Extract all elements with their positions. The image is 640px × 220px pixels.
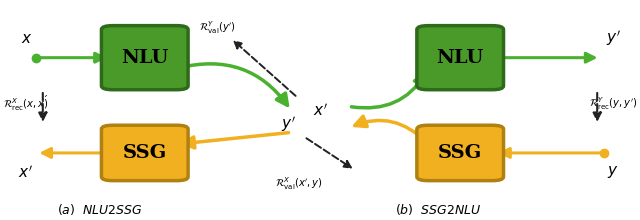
FancyArrowPatch shape bbox=[183, 133, 289, 148]
Text: SSG: SSG bbox=[438, 144, 483, 162]
FancyBboxPatch shape bbox=[101, 125, 188, 181]
Text: $\mathcal{R}^X_{\rm val}(x',y)$: $\mathcal{R}^X_{\rm val}(x',y)$ bbox=[275, 175, 323, 192]
Text: $(b)$  $SSG2NLU$: $(b)$ $SSG2NLU$ bbox=[395, 202, 481, 217]
Text: $x'$: $x'$ bbox=[312, 103, 328, 119]
FancyArrowPatch shape bbox=[39, 53, 104, 62]
FancyArrowPatch shape bbox=[179, 64, 287, 105]
FancyArrowPatch shape bbox=[307, 138, 351, 168]
FancyArrowPatch shape bbox=[498, 53, 594, 62]
FancyArrowPatch shape bbox=[351, 74, 425, 108]
FancyArrowPatch shape bbox=[39, 93, 47, 120]
Text: SSG: SSG bbox=[123, 144, 167, 162]
FancyArrowPatch shape bbox=[593, 93, 601, 120]
Text: $y'$: $y'$ bbox=[605, 28, 621, 48]
Text: NLU: NLU bbox=[121, 49, 168, 67]
Text: $\mathcal{R}^Y_{\rm rec}(y,y')$: $\mathcal{R}^Y_{\rm rec}(y,y')$ bbox=[589, 95, 637, 112]
FancyBboxPatch shape bbox=[417, 26, 504, 90]
Text: $x'$: $x'$ bbox=[18, 164, 33, 181]
Text: $y'$: $y'$ bbox=[281, 114, 296, 134]
Text: $(a)$  $NLU2SSG$: $(a)$ $NLU2SSG$ bbox=[58, 202, 143, 217]
FancyBboxPatch shape bbox=[417, 125, 504, 181]
FancyArrowPatch shape bbox=[234, 42, 296, 96]
FancyArrowPatch shape bbox=[501, 148, 601, 157]
Text: $\mathcal{R}^X_{\rm rec}(x,x\')$: $\mathcal{R}^X_{\rm rec}(x,x\')$ bbox=[3, 94, 49, 113]
Text: $x$: $x$ bbox=[21, 31, 33, 46]
Text: $\mathcal{R}^Y_{\rm val}(y')$: $\mathcal{R}^Y_{\rm val}(y')$ bbox=[199, 19, 236, 36]
FancyArrowPatch shape bbox=[355, 116, 426, 142]
FancyBboxPatch shape bbox=[101, 26, 188, 90]
Text: $y$: $y$ bbox=[607, 164, 619, 180]
Text: NLU: NLU bbox=[436, 49, 484, 67]
